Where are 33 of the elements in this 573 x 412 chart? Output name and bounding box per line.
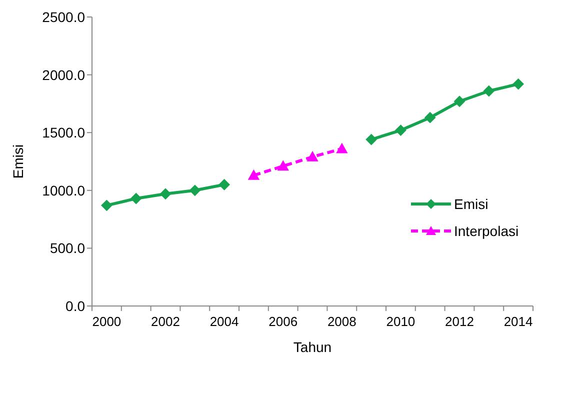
x-tick-label: 2008 [327,314,356,329]
y-tick-label: 500.0 [50,240,86,256]
y-tick-label: 2500.0 [42,8,86,25]
x-tick-label: 2006 [268,314,298,329]
point [395,124,406,136]
point [160,188,171,200]
point [130,192,142,204]
point [454,96,465,107]
y-tick-label: 2000.0 [42,66,86,83]
y-axis-title: Emisi [10,144,26,179]
point [218,179,230,190]
y-tick-label: 1000.0 [42,182,86,198]
point [512,78,524,90]
y-tick-label: 1500.0 [42,124,86,141]
x-tick-label: 2014 [504,314,533,329]
x-tick-label: 2012 [445,314,474,329]
point [336,143,348,154]
point [483,85,494,96]
point [366,134,377,146]
x-tick-label: 2010 [386,314,416,329]
y-tick-label: 0.0 [66,298,86,314]
x-axis-title: Tahun [293,339,332,355]
point [424,112,436,124]
point [101,200,112,211]
point [278,160,289,171]
x-tick-label: 2000 [92,314,122,329]
legend-label: Emisi [454,196,488,212]
legend-label: Interpolasi [454,222,519,238]
point [307,151,318,162]
point [189,184,200,196]
point [248,170,260,180]
x-tick-label: 2002 [151,314,180,329]
x-tick-label: 2004 [210,314,239,329]
